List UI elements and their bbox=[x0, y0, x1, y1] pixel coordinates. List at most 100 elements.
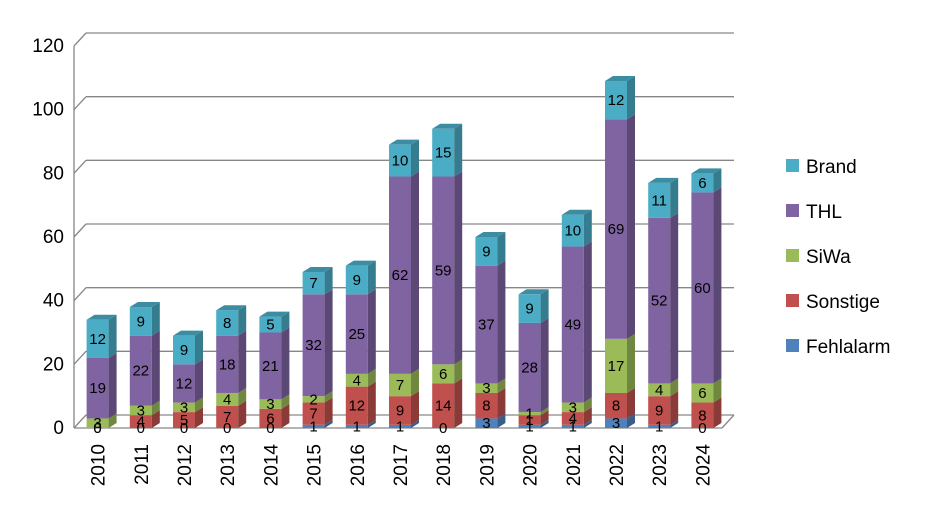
legend-label: Fehlalarm bbox=[806, 337, 890, 358]
data-label: 9 bbox=[482, 243, 490, 260]
legend-swatch-sonstige bbox=[786, 294, 799, 307]
bar-side-thl-2020 bbox=[540, 317, 549, 413]
data-label: 9 bbox=[525, 301, 533, 318]
bar-top-2013 bbox=[216, 305, 247, 311]
data-label: 1 bbox=[525, 418, 533, 435]
bar-side-brand-2022 bbox=[627, 76, 635, 120]
data-label: 0 bbox=[180, 420, 188, 437]
data-label: 4 bbox=[223, 391, 231, 408]
bar-sonstige-2022 bbox=[605, 392, 627, 419]
x-tick-label: 2022 bbox=[607, 444, 628, 486]
bar-side-fehlalarm-2019 bbox=[497, 413, 506, 428]
bar-thl-2020 bbox=[518, 322, 541, 413]
bar-top-2012 bbox=[173, 330, 203, 336]
legend-swatch-fehlalarm bbox=[786, 339, 799, 352]
bar-side-brand-2012 bbox=[195, 330, 203, 365]
data-label: 0 bbox=[223, 420, 231, 437]
bar-siwa-2021 bbox=[561, 402, 584, 413]
bar-siwa-2012 bbox=[173, 402, 195, 413]
gridline-depth bbox=[73, 350, 87, 365]
bar-siwa-2019 bbox=[475, 383, 498, 393]
data-labels: 0031912043229053129074188063215172327112… bbox=[89, 92, 710, 437]
data-label: 3 bbox=[612, 415, 620, 432]
bar-side-brand-2019 bbox=[497, 232, 506, 266]
bar-brand-2018 bbox=[432, 128, 455, 177]
bar-side-thl-2014 bbox=[281, 327, 290, 400]
data-label: 3 bbox=[93, 415, 101, 432]
data-label: 28 bbox=[521, 360, 538, 377]
data-label: 8 bbox=[223, 315, 231, 332]
bar-side-thl-2013 bbox=[238, 330, 247, 393]
data-label: 1 bbox=[525, 412, 533, 429]
bar-side-thl-2015 bbox=[324, 289, 333, 397]
bar-side-thl-2019 bbox=[497, 260, 506, 384]
bar-side-siwa-2010 bbox=[108, 413, 117, 428]
bar-thl-2021 bbox=[561, 246, 584, 403]
data-label: 8 bbox=[698, 407, 706, 424]
data-label: 9 bbox=[137, 313, 145, 330]
bar-siwa-2018 bbox=[432, 364, 455, 384]
bar-brand-2023 bbox=[648, 182, 671, 218]
data-label: 69 bbox=[608, 221, 625, 238]
x-tick-label: 2012 bbox=[175, 444, 196, 486]
bar-side-siwa-2020 bbox=[540, 407, 549, 416]
data-label: 21 bbox=[262, 358, 279, 375]
bar-thl-2023 bbox=[648, 217, 671, 384]
bar-thl-2011 bbox=[129, 335, 152, 406]
bar-fehlalarm-2016 bbox=[345, 424, 368, 428]
legend-label: Brand bbox=[806, 157, 857, 178]
bar-side-fehlalarm-2020 bbox=[540, 419, 549, 428]
data-label: 10 bbox=[564, 223, 581, 240]
x-tick-label: 2023 bbox=[650, 444, 671, 486]
data-label: 1 bbox=[396, 418, 404, 435]
data-label: 0 bbox=[439, 420, 447, 437]
data-label: 3 bbox=[482, 380, 490, 397]
data-label: 9 bbox=[396, 402, 404, 419]
gridline-depth bbox=[73, 414, 87, 429]
data-label: 2 bbox=[309, 391, 317, 408]
bar-top-2024 bbox=[691, 168, 722, 174]
data-label: 52 bbox=[651, 293, 668, 310]
bar-side-siwa-2014 bbox=[281, 394, 290, 409]
bar-top-2014 bbox=[259, 311, 290, 317]
bar-siwa-2022 bbox=[605, 338, 627, 393]
data-label: 6 bbox=[698, 175, 706, 192]
bar-side-sonstige-2013 bbox=[238, 400, 247, 428]
bar-side-thl-2022 bbox=[627, 114, 635, 339]
bar-side-siwa-2023 bbox=[670, 378, 679, 397]
bar-thl-2015 bbox=[302, 294, 325, 397]
data-label: 25 bbox=[348, 326, 365, 343]
bar-sonstige-2014 bbox=[259, 408, 282, 428]
gridline-depth bbox=[73, 32, 87, 47]
bar-side-brand-2013 bbox=[238, 305, 247, 336]
bar-side-sonstige-2021 bbox=[583, 407, 592, 425]
bar-side-thl-2017 bbox=[411, 171, 419, 374]
bar-side-brand-2020 bbox=[540, 289, 549, 323]
bar-sonstige-2024 bbox=[691, 402, 714, 428]
bar-side-sonstige-2022 bbox=[627, 387, 635, 419]
bar-sonstige-2011 bbox=[129, 415, 152, 428]
data-label: 7 bbox=[309, 275, 317, 292]
bar-brand-2021 bbox=[561, 214, 584, 247]
x-tick-label: 2015 bbox=[305, 444, 326, 486]
data-label: 7 bbox=[223, 409, 231, 426]
bar-side-thl-2016 bbox=[367, 289, 376, 374]
bar-brand-2014 bbox=[259, 316, 282, 333]
bar-thl-2022 bbox=[605, 119, 627, 339]
bar-sonstige-2021 bbox=[561, 412, 584, 425]
bar-sonstige-2023 bbox=[648, 396, 671, 425]
bar-side-siwa-2017 bbox=[411, 368, 419, 397]
bars bbox=[86, 76, 722, 428]
bar-thl-2018 bbox=[432, 176, 455, 365]
data-label: 6 bbox=[266, 410, 274, 427]
bar-sonstige-2018 bbox=[432, 383, 455, 428]
bar-thl-2012 bbox=[173, 364, 195, 403]
bar-side-fehlalarm-2023 bbox=[670, 419, 679, 428]
bar-brand-2024 bbox=[691, 173, 714, 193]
bar-side-siwa-2021 bbox=[583, 397, 592, 413]
bar-side-sonstige-2024 bbox=[713, 397, 722, 428]
bar-siwa-2024 bbox=[691, 383, 714, 403]
bar-side-fehlalarm-2021 bbox=[583, 419, 592, 428]
bar-side-siwa-2018 bbox=[454, 359, 463, 384]
bar-top-2020 bbox=[518, 289, 549, 295]
